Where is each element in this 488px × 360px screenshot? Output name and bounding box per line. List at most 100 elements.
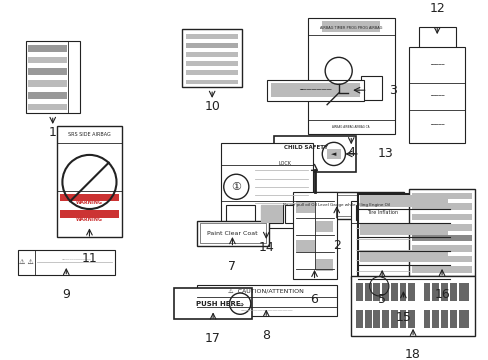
Text: ──────────────: ────────────── bbox=[61, 258, 91, 262]
Bar bbox=[431, 283, 438, 301]
Bar bbox=[273, 136, 355, 172]
Text: 10: 10 bbox=[204, 100, 220, 113]
Text: ⇒: ⇒ bbox=[236, 299, 243, 308]
Bar bbox=[185, 71, 238, 75]
Bar bbox=[261, 205, 282, 222]
Text: 4: 4 bbox=[346, 147, 354, 159]
Text: Paint Clear Coat: Paint Clear Coat bbox=[207, 231, 257, 236]
Bar bbox=[407, 283, 414, 301]
Bar bbox=[196, 285, 336, 316]
Bar bbox=[423, 283, 429, 301]
Bar bbox=[57, 126, 122, 237]
Text: WARNING: WARNING bbox=[76, 200, 103, 205]
Bar bbox=[27, 80, 67, 87]
Text: ◄: ◄ bbox=[330, 151, 336, 157]
Bar bbox=[359, 223, 447, 234]
Bar bbox=[350, 201, 413, 279]
Text: ─────: ───── bbox=[429, 121, 444, 126]
Bar bbox=[459, 283, 468, 301]
Bar bbox=[360, 76, 382, 100]
Text: 2: 2 bbox=[332, 239, 340, 252]
Bar bbox=[268, 192, 404, 219]
Bar bbox=[449, 283, 456, 301]
Bar bbox=[221, 143, 312, 228]
Bar bbox=[185, 52, 238, 57]
Text: PUSH HERE: PUSH HERE bbox=[195, 301, 240, 307]
Text: ─────: ───── bbox=[429, 93, 444, 98]
Bar bbox=[357, 194, 449, 298]
Bar bbox=[185, 34, 238, 39]
Text: 13: 13 bbox=[376, 148, 392, 161]
Bar bbox=[26, 41, 80, 113]
Bar bbox=[322, 21, 380, 32]
Bar bbox=[431, 310, 438, 328]
Bar bbox=[199, 224, 265, 243]
Bar bbox=[359, 250, 447, 262]
Bar bbox=[449, 310, 456, 328]
Bar bbox=[185, 62, 238, 66]
Bar bbox=[411, 203, 471, 210]
Text: 18: 18 bbox=[404, 348, 420, 360]
Text: 15: 15 bbox=[395, 311, 410, 324]
Text: ①: ① bbox=[231, 182, 241, 192]
Text: 16: 16 bbox=[433, 288, 449, 301]
Bar bbox=[185, 43, 238, 48]
Text: 14: 14 bbox=[258, 241, 274, 254]
Bar bbox=[418, 27, 455, 49]
Bar bbox=[399, 283, 406, 301]
Text: 7: 7 bbox=[228, 261, 236, 274]
Text: ─────: ───── bbox=[429, 62, 444, 67]
Bar bbox=[296, 201, 314, 213]
Bar bbox=[174, 288, 251, 319]
Bar bbox=[411, 234, 471, 241]
Bar bbox=[408, 189, 474, 276]
Bar bbox=[315, 221, 332, 232]
Bar bbox=[411, 245, 471, 252]
Text: Tire Inflation: Tire Inflation bbox=[366, 210, 397, 215]
Text: 11: 11 bbox=[81, 252, 97, 265]
Bar bbox=[315, 259, 332, 271]
Bar bbox=[27, 105, 45, 111]
Bar bbox=[382, 283, 388, 301]
Bar bbox=[440, 283, 447, 301]
Bar bbox=[411, 266, 471, 273]
Bar bbox=[408, 47, 464, 143]
Bar bbox=[261, 205, 282, 222]
Text: ─────────────────────: ───────────────────── bbox=[240, 309, 292, 314]
Bar bbox=[18, 249, 114, 275]
Bar bbox=[270, 84, 359, 97]
Bar bbox=[60, 210, 119, 218]
Bar bbox=[266, 80, 363, 101]
Bar bbox=[27, 68, 67, 75]
Bar bbox=[411, 213, 471, 220]
Text: 17: 17 bbox=[205, 332, 221, 345]
Text: ⚠ ⚠: ⚠ ⚠ bbox=[19, 259, 34, 265]
Text: AIRBAG AIRBAG AIRBAG CA: AIRBAG AIRBAG AIRBAG CA bbox=[332, 125, 369, 129]
Bar bbox=[459, 310, 468, 328]
Text: Never pull oil Oil Level Gauge while filling Engine Oil: Never pull oil Oil Level Gauge while fil… bbox=[283, 203, 389, 207]
Bar bbox=[296, 240, 314, 252]
Bar bbox=[423, 310, 429, 328]
Text: CHILD SAFETY: CHILD SAFETY bbox=[283, 145, 327, 150]
Bar bbox=[60, 194, 119, 201]
Bar bbox=[411, 224, 471, 231]
Bar bbox=[293, 192, 336, 279]
Text: 1: 1 bbox=[49, 126, 57, 139]
Bar bbox=[364, 310, 371, 328]
Bar bbox=[271, 194, 401, 216]
Bar bbox=[27, 92, 67, 99]
Text: SRS SIDE AIRBAG: SRS SIDE AIRBAG bbox=[68, 132, 111, 137]
Text: WARNING: WARNING bbox=[76, 217, 103, 222]
Bar bbox=[390, 283, 397, 301]
Text: 3: 3 bbox=[388, 84, 396, 97]
Bar bbox=[326, 149, 340, 159]
Bar bbox=[407, 310, 414, 328]
Bar bbox=[373, 310, 380, 328]
Text: LOCK: LOCK bbox=[278, 161, 291, 166]
Text: 5: 5 bbox=[377, 293, 386, 306]
Bar bbox=[182, 29, 242, 87]
Bar bbox=[373, 283, 380, 301]
Bar bbox=[185, 80, 238, 84]
Text: 8: 8 bbox=[262, 329, 270, 342]
Bar bbox=[411, 193, 471, 199]
